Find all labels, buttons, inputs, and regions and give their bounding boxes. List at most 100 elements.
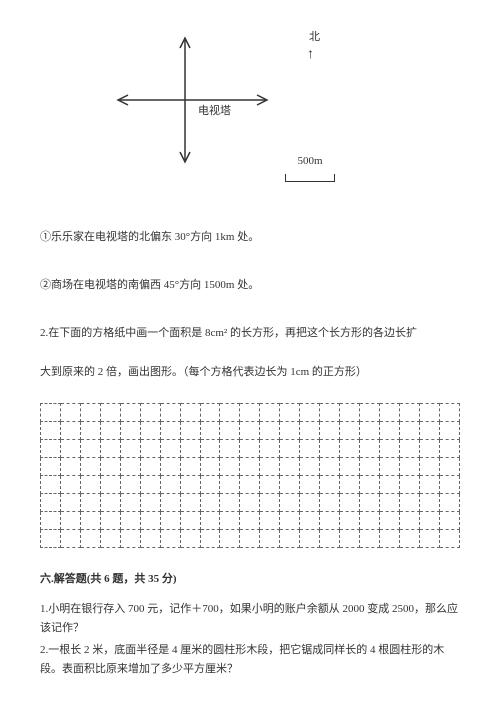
- grid-cell: [300, 530, 320, 548]
- grid-cell: [100, 530, 120, 548]
- grid-cell: [220, 476, 240, 494]
- grid-cell: [41, 440, 61, 458]
- grid-cell: [280, 458, 300, 476]
- grid-cell: [340, 494, 360, 512]
- grid-cell: [300, 512, 320, 530]
- grid-cell: [260, 476, 280, 494]
- grid-cell: [280, 422, 300, 440]
- grid-cell: [280, 404, 300, 422]
- grid-cell: [340, 440, 360, 458]
- scale-line-icon: [285, 174, 335, 182]
- grid-cell: [419, 530, 439, 548]
- grid-cell: [240, 422, 260, 440]
- grid-cell: [360, 404, 380, 422]
- grid-cell: [399, 422, 419, 440]
- grid-cell: [399, 512, 419, 530]
- grid-cell: [360, 458, 380, 476]
- grid-cell: [200, 404, 220, 422]
- grid-paper: [40, 403, 460, 548]
- grid-cell: [220, 440, 240, 458]
- grid-cell: [160, 404, 180, 422]
- grid-cell: [200, 422, 220, 440]
- grid-cell: [41, 512, 61, 530]
- grid-cell: [180, 404, 200, 422]
- grid-cell: [140, 530, 160, 548]
- grid-cell: [120, 404, 140, 422]
- grid-cell: [280, 476, 300, 494]
- grid-cell: [379, 458, 399, 476]
- grid-cell: [240, 440, 260, 458]
- grid-cell: [320, 476, 340, 494]
- grid-cell: [360, 512, 380, 530]
- grid-cell: [439, 404, 459, 422]
- grid-cell: [260, 404, 280, 422]
- grid-cell: [260, 512, 280, 530]
- grid-cell: [340, 476, 360, 494]
- scale-label: 500m: [285, 152, 335, 172]
- grid-cell: [379, 476, 399, 494]
- grid-cell: [60, 458, 80, 476]
- grid-cell: [180, 476, 200, 494]
- grid-cell: [80, 404, 100, 422]
- grid-cell: [340, 458, 360, 476]
- grid-cell: [260, 494, 280, 512]
- grid-cell: [100, 422, 120, 440]
- grid-cell: [300, 404, 320, 422]
- grid-cell: [100, 494, 120, 512]
- grid-cell: [120, 530, 140, 548]
- grid-cell: [340, 512, 360, 530]
- direction-diagram: 北 ↑ 电视塔 500m: [80, 20, 360, 200]
- grid-cell: [280, 512, 300, 530]
- grid-cell: [200, 440, 220, 458]
- grid-cell: [260, 422, 280, 440]
- grid-cell: [419, 494, 439, 512]
- grid-cell: [220, 404, 240, 422]
- question-2-line-b: 大到原来的 2 倍，画出图形。（每个方格代表边长为 1cm 的正方形）: [40, 363, 460, 383]
- grid-cell: [80, 422, 100, 440]
- grid-cell: [360, 422, 380, 440]
- grid-cell: [399, 530, 419, 548]
- grid-cell: [60, 476, 80, 494]
- grid-cell: [419, 476, 439, 494]
- grid-cell: [160, 494, 180, 512]
- grid-cell: [200, 458, 220, 476]
- grid-cell: [360, 476, 380, 494]
- grid-cell: [160, 512, 180, 530]
- grid-cell: [220, 512, 240, 530]
- grid-cell: [100, 512, 120, 530]
- grid-cell: [80, 530, 100, 548]
- grid-cell: [439, 494, 459, 512]
- grid-cell: [379, 512, 399, 530]
- grid-cell: [399, 458, 419, 476]
- grid-cell: [399, 404, 419, 422]
- grid-cell: [300, 440, 320, 458]
- grid-cell: [320, 422, 340, 440]
- grid-cell: [140, 458, 160, 476]
- grid-cell: [41, 404, 61, 422]
- grid-table: [40, 403, 460, 548]
- scale-bar: 500m: [285, 152, 335, 182]
- grid-cell: [399, 440, 419, 458]
- grid-cell: [120, 422, 140, 440]
- question-item-1: ①乐乐家在电视塔的北偏东 30°方向 1km 处。: [40, 228, 460, 248]
- grid-cell: [240, 404, 260, 422]
- grid-cell: [240, 530, 260, 548]
- grid-cell: [120, 458, 140, 476]
- grid-cell: [320, 512, 340, 530]
- grid-cell: [41, 422, 61, 440]
- grid-cell: [80, 476, 100, 494]
- grid-cell: [280, 530, 300, 548]
- grid-cell: [320, 404, 340, 422]
- grid-cell: [120, 476, 140, 494]
- grid-cell: [140, 422, 160, 440]
- question-item-2: ②商场在电视塔的南偏西 45°方向 1500m 处。: [40, 276, 460, 296]
- grid-cell: [41, 530, 61, 548]
- grid-cell: [340, 530, 360, 548]
- question-2-line-a: 2.在下面的方格纸中画一个面积是 8cm² 的长方形，再把这个长方形的各边长扩: [40, 324, 460, 344]
- grid-cell: [439, 422, 459, 440]
- grid-cell: [360, 530, 380, 548]
- grid-cell: [300, 422, 320, 440]
- grid-cell: [379, 404, 399, 422]
- grid-cell: [220, 530, 240, 548]
- grid-cell: [320, 530, 340, 548]
